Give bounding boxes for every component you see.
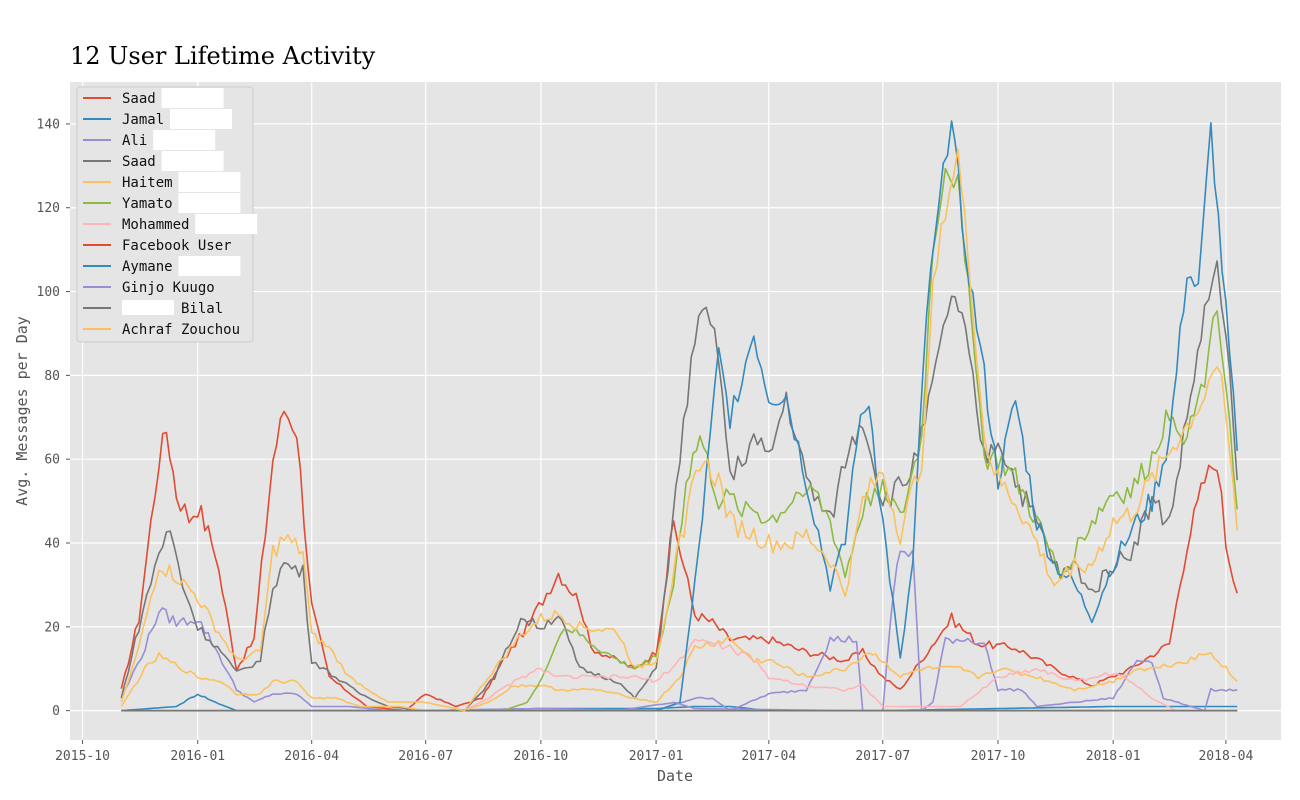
- x-tick-label: 2015-10: [55, 749, 110, 764]
- legend-label: Saad: [122, 91, 156, 107]
- y-tick-label: 80: [44, 369, 60, 384]
- x-axis-ticks: 2015-10 2016-01 2016-04 2016-07 2016-10 2017-…: [55, 740, 1253, 764]
- legend-redaction: [178, 172, 241, 192]
- x-tick-label: 2017-01: [629, 749, 684, 764]
- series-line-7: [464, 638, 1238, 712]
- plot-area: [70, 82, 1281, 740]
- series-lines: [120, 120, 1238, 712]
- legend-redaction: [170, 109, 232, 129]
- y-tick-label: 60: [44, 453, 60, 468]
- legend-redaction: [195, 214, 258, 234]
- series-line-12: [120, 148, 1238, 712]
- legend-label: Yamato: [122, 196, 173, 212]
- series-line-9: [655, 120, 1238, 712]
- y-tick-label: 40: [44, 537, 60, 552]
- y-tick-label: 140: [37, 117, 60, 132]
- legend-redaction: [161, 88, 224, 108]
- legend: Saad Jamal Ali Saad Haitem Yamato Mohammed Face…: [76, 86, 258, 343]
- legend-redaction: [161, 151, 224, 171]
- y-tick-label: 100: [37, 285, 60, 300]
- legend-label: Saad: [122, 154, 156, 170]
- legend-redaction: [122, 300, 174, 315]
- y-axis-label: Avg. Messages per Day: [13, 316, 31, 506]
- x-tick-label: 2017-07: [855, 749, 910, 764]
- legend-label: Ginjo Kuugo: [122, 280, 215, 296]
- legend-label: Aymane: [122, 259, 173, 275]
- x-tick-label: 2017-10: [971, 749, 1026, 764]
- x-tick-label: 2016-10: [513, 749, 568, 764]
- y-axis-ticks: 0 20 40 60 80 100 120 140: [37, 117, 70, 719]
- legend-label: Achraf Zouchou: [122, 322, 240, 338]
- legend-label: Bilal: [181, 301, 223, 317]
- legend-label: Mohammed: [122, 217, 189, 233]
- legend-redaction: [178, 193, 241, 213]
- series-line-1: [120, 410, 1238, 712]
- legend-label: Facebook User: [122, 238, 232, 254]
- y-tick-label: 120: [37, 201, 60, 216]
- x-tick-label: 2018-04: [1198, 749, 1253, 764]
- x-tick-label: 2016-07: [398, 749, 453, 764]
- y-tick-label: 0: [52, 704, 60, 719]
- x-tick-label: 2017-04: [741, 749, 796, 764]
- legend-label: Jamal: [122, 112, 164, 128]
- y-tick-label: 20: [44, 620, 60, 635]
- legend-label: Ali: [122, 133, 147, 149]
- series-line-5: [120, 636, 1238, 712]
- chart-title: 12 User Lifetime Activity: [70, 42, 376, 70]
- x-tick-label: 2018-01: [1086, 749, 1141, 764]
- legend-label: Haitem: [122, 175, 173, 191]
- legend-redaction: [153, 130, 216, 150]
- legend-redaction: [178, 256, 241, 276]
- x-tick-label: 2016-01: [170, 749, 225, 764]
- x-axis-label: Date: [657, 767, 693, 785]
- series-line-6: [503, 167, 1238, 712]
- x-tick-label: 2016-04: [284, 749, 339, 764]
